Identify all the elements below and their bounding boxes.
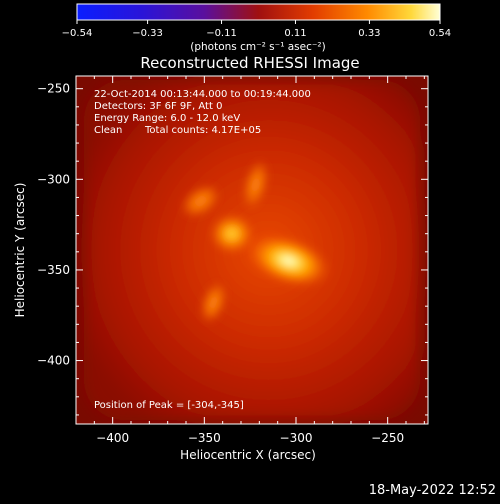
colorbar-tick-label: −0.11 [206,28,237,39]
colorbar-tick-label: 0.33 [358,28,380,39]
heatmap-sources [180,159,332,324]
info-energy-range: Energy Range: 6.0 - 12.0 keV [94,113,240,124]
colorbar-tick-label: 0.11 [284,28,306,39]
x-axis-label: Heliocentric X (arcsec) [180,448,316,462]
emission-source-arm [199,281,228,324]
x-tick-label: −350 [188,431,221,445]
emission-source-secondary [209,213,254,254]
heatmap-image [76,76,428,424]
x-tick-label: −250 [371,431,404,445]
colorbar-gradient [76,3,441,21]
y-axis: −250 −300 −350 −400 [37,82,428,416]
colorbar-tick-label: −0.33 [132,28,163,39]
y-tick-label: −250 [37,82,70,96]
y-tick-label: −300 [37,172,70,186]
colorbar-unit-label: (photons cm⁻² s⁻¹ asec⁻²) [190,41,325,53]
emission-source-arm [180,184,221,219]
info-block: 22-Oct-2014 00:13:44.000 to 00:19:44.000… [94,89,311,136]
x-tick-label: −400 [96,431,129,445]
y-tick-label: −350 [37,263,70,277]
plot-frame [75,75,429,425]
emission-source-arm [242,159,270,211]
colorbar: −0.54 −0.33 −0.11 0.11 0.33 0.54 (photons cm⁻… [62,3,451,53]
info-total-counts: Total counts: 4.17E+05 [144,125,261,136]
peak-position: Position of Peak = [-304,-345] [94,400,244,411]
colorbar-tick-label: 0.54 [429,28,451,39]
chart-title: Reconstructed RHESSI Image [140,54,359,72]
emission-source-peak [257,241,320,280]
x-axis: −400 −350 −300 −250 [93,76,425,445]
y-tick-label: −400 [37,354,70,368]
y-axis-label: Heliocentric Y (arcsec) [13,183,27,318]
colorbar-tick-label: −0.54 [62,28,93,39]
info-detectors: Detectors: 3F 6F 9F, Att 0 [94,101,222,112]
info-clean-method: Clean [94,125,122,136]
footer-timestamp: 18-May-2022 12:52 [369,483,496,498]
colorbar-ticks: −0.54 −0.33 −0.11 0.11 0.33 0.54 [62,20,451,39]
info-time-range: 22-Oct-2014 00:13:44.000 to 00:19:44.000 [94,89,311,100]
x-tick-label: −300 [280,431,313,445]
